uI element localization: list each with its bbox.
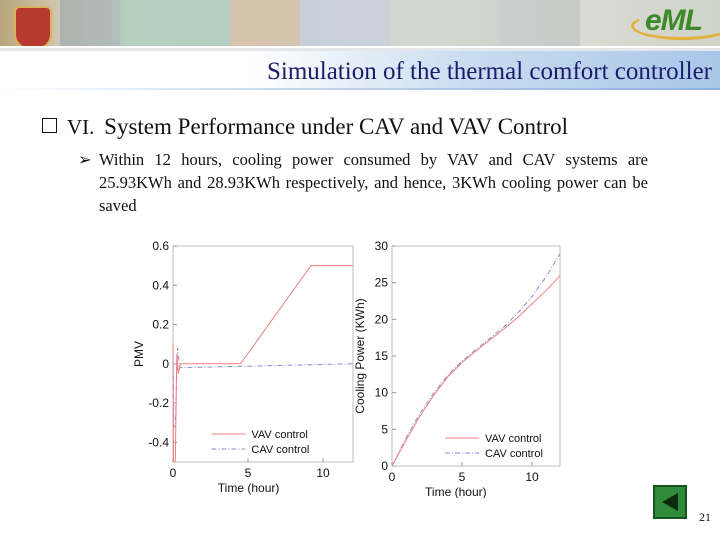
- series-line: [391, 275, 561, 467]
- y-tick-label: 15: [375, 349, 389, 363]
- x-tick-label: 5: [245, 466, 252, 480]
- y-tick-label: 25: [375, 276, 389, 290]
- legend-label: CAV control: [251, 444, 309, 456]
- section-heading: VI. System Performance under CAV and VAV…: [42, 114, 568, 140]
- y-axis-label: Cooling Power (KWh): [353, 298, 367, 413]
- bullet-point: ➢ Within 12 hours, cooling power consume…: [78, 148, 648, 217]
- previous-slide-button[interactable]: [653, 485, 687, 519]
- series-line: [172, 265, 353, 463]
- y-tick-label: 0.6: [152, 239, 169, 253]
- y-tick-label: 20: [375, 312, 389, 326]
- x-tick-label: 0: [170, 466, 177, 480]
- y-tick-label: 0: [381, 459, 388, 473]
- section-title: System Performance under CAV and VAV Con…: [104, 114, 569, 139]
- y-tick-label: 0.4: [152, 278, 169, 292]
- x-tick-label: 10: [316, 466, 330, 480]
- arrow-bullet-icon: ➢: [78, 150, 92, 169]
- y-tick-label: -0.2: [148, 396, 169, 410]
- eml-logo: eML: [631, 4, 720, 40]
- slide-title: Simulation of the thermal comfort contro…: [266, 58, 712, 85]
- page-number: 21: [699, 510, 711, 524]
- y-axis-label: PMV: [132, 341, 146, 367]
- x-axis-label: Time (hour): [425, 485, 487, 498]
- legend-label: CAV control: [485, 448, 543, 460]
- x-tick-label: 5: [459, 470, 466, 484]
- legend-label: VAV control: [485, 433, 541, 445]
- y-tick-label: 0.2: [152, 318, 169, 332]
- legend-box: [205, 424, 350, 458]
- bullet-text: Within 12 hours, cooling power consumed …: [99, 150, 648, 215]
- y-tick-label: 30: [375, 239, 389, 253]
- cooling-power-chart: 30 25 20 15 10 5 00 5 10 Time (hour) Cooling Power…: [353, 239, 561, 498]
- university-crest-logo: [14, 6, 52, 46]
- title-bar: Simulation of the thermal comfort contro…: [0, 48, 720, 90]
- legend-label: VAV control: [251, 429, 307, 441]
- series-line: [391, 253, 561, 467]
- title-underline: [0, 88, 720, 90]
- y-tick-label: 10: [375, 386, 389, 400]
- x-tick-label: 0: [389, 470, 396, 484]
- checkbox-bullet-icon: [42, 118, 57, 133]
- pmv-chart: 0.6 0.4 0.2 0 -0.2 -0.4 0 5 10 Time (hour) PMV VAV …: [132, 239, 354, 495]
- x-axis-label: Time (hour): [218, 481, 280, 495]
- legend-box: [439, 428, 557, 462]
- y-tick-label: 5: [381, 422, 388, 436]
- back-arrow-icon: [662, 493, 678, 511]
- y-tick-label: 0: [162, 357, 169, 371]
- y-tick-label: -0.4: [148, 435, 169, 449]
- x-tick-label: 10: [525, 470, 539, 484]
- section-number: VI.: [67, 115, 95, 139]
- header-banner: eML: [0, 0, 720, 46]
